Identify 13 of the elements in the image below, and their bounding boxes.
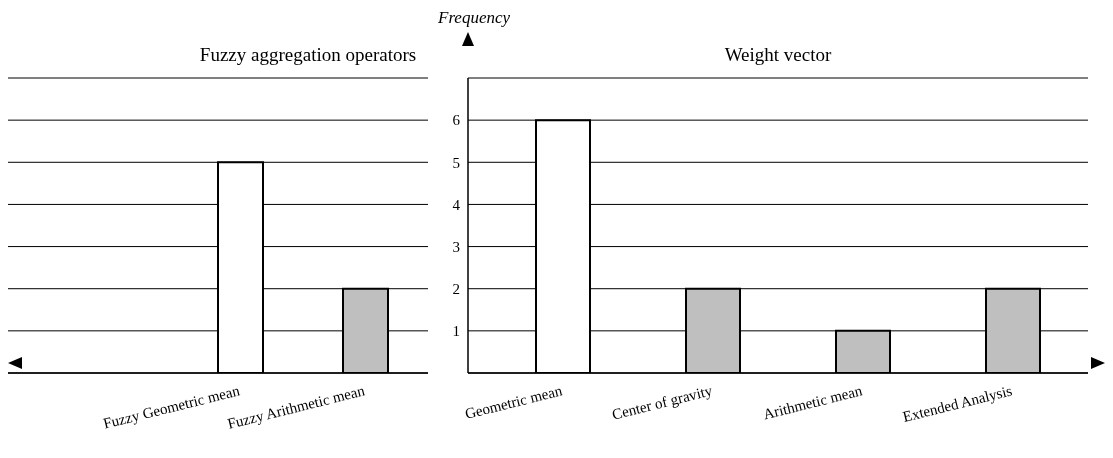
x-tick-label: Geometric mean xyxy=(463,382,565,422)
x-tick-label: Center of gravity xyxy=(610,382,715,423)
y-tick-label: 6 xyxy=(452,112,461,129)
y-tick-label: 2 xyxy=(452,281,460,298)
y-tick-label: 1 xyxy=(452,323,460,340)
y-tick-label: 5 xyxy=(452,154,460,171)
chart-title: Fuzzy aggregation operators xyxy=(198,44,418,66)
x-tick-label: Arithmetic mean xyxy=(761,382,865,423)
y-axis-title: Frequency xyxy=(438,8,511,28)
x-tick-label: Extended Analysis xyxy=(901,382,1014,426)
y-tick-label: 4 xyxy=(452,196,461,213)
chart-title: Weight vector xyxy=(723,44,833,66)
y-tick-label: 3 xyxy=(452,238,460,255)
